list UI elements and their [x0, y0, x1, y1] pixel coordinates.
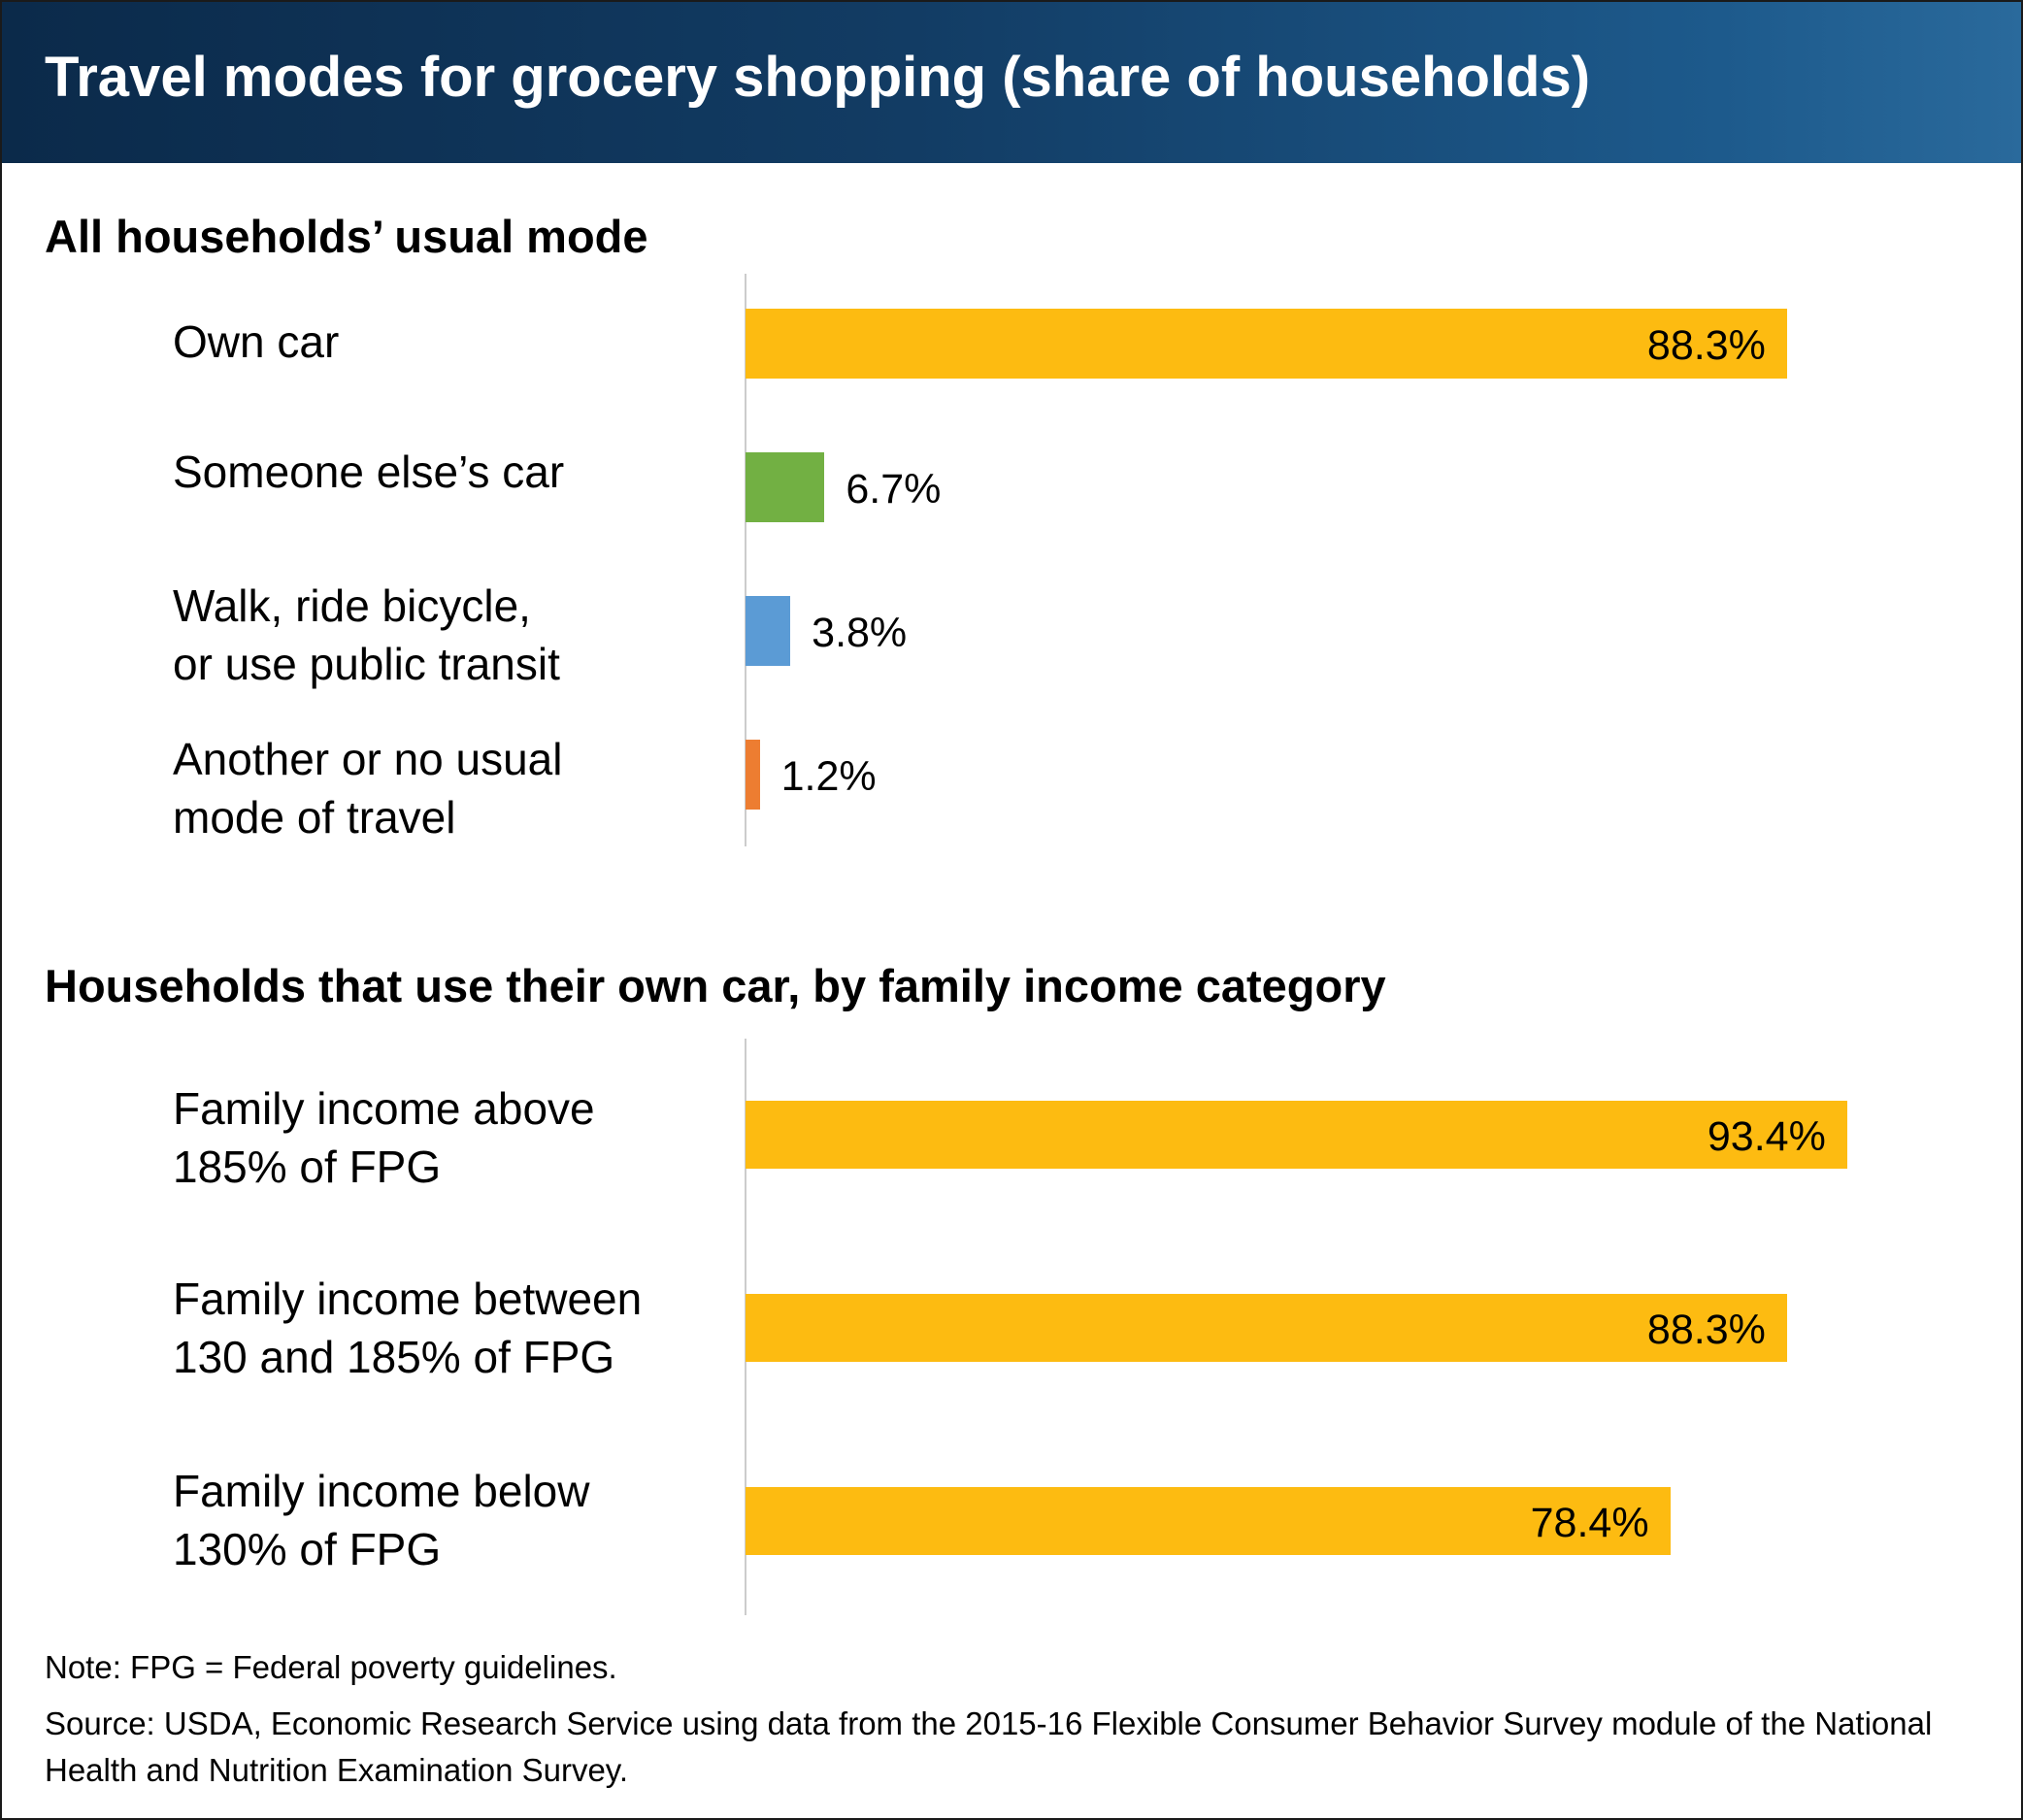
bar [746, 309, 1787, 379]
footnote-note: Note: FPG = Federal poverty guidelines. [45, 1649, 617, 1685]
bar-value-label: 1.2% [780, 753, 877, 800]
bar [746, 740, 760, 810]
bar-value-label: 6.7% [846, 466, 942, 513]
panel-2-title: Households that use their own car, by fa… [45, 960, 1386, 1011]
bar [746, 596, 791, 666]
bar [746, 1294, 1787, 1362]
panel-1-axis-line [745, 274, 746, 846]
bar-value-label: 88.3% [1646, 322, 1766, 369]
category-label: Family income below 130% of FPG [173, 1466, 590, 1574]
bar [746, 452, 825, 522]
bar-value-label: 3.8% [812, 610, 908, 656]
bar-value-label: 78.4% [1530, 1500, 1649, 1546]
category-label: Someone else’s car [173, 447, 565, 497]
category-label: Own car [173, 316, 340, 367]
category-label: Walk, ride bicycle, or use public transi… [173, 580, 560, 689]
category-label: Another or no usual mode of travel [173, 734, 563, 843]
bar-value-label: 88.3% [1646, 1307, 1766, 1353]
category-label: Family income between 130 and 185% of FP… [173, 1274, 643, 1382]
bar [746, 1101, 1847, 1169]
category-label: Family income above 185% of FPG [173, 1083, 595, 1192]
bar-value-label: 93.4% [1707, 1113, 1826, 1160]
title-banner: Travel modes for grocery shopping (share… [2, 2, 2021, 163]
panel-1-title: All households’ usual mode [45, 211, 648, 262]
chart-title: Travel modes for grocery shopping (share… [45, 46, 1591, 109]
bar [746, 1487, 1671, 1555]
footnote-source: Source: USDA, Economic Research Service … [45, 1705, 1933, 1788]
